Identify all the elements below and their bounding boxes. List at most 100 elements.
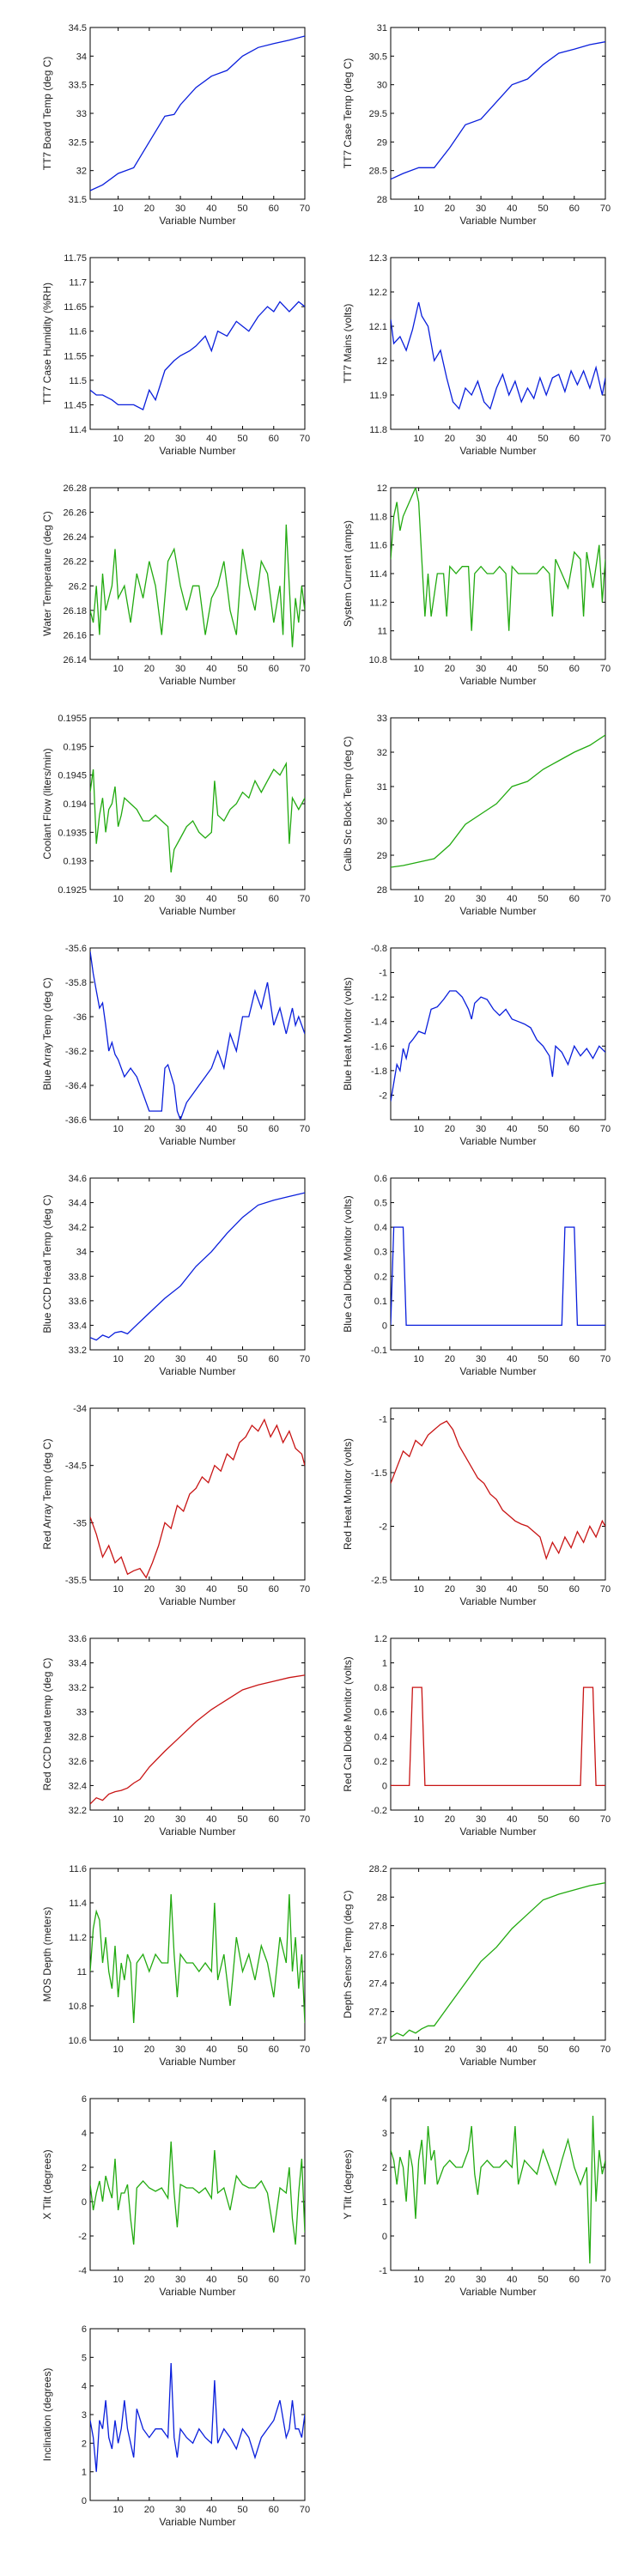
- x-tick-label: 60: [269, 664, 279, 674]
- y-tick-label: 33.2: [69, 1346, 87, 1356]
- x-tick-label: 60: [269, 2505, 279, 2515]
- x-axis-label: Variable Number: [459, 2056, 536, 2068]
- series-line: [90, 951, 305, 1120]
- y-tick-label: -36.4: [65, 1081, 87, 1091]
- x-tick-label: 20: [144, 434, 155, 444]
- y-tick-label: 29.5: [369, 109, 387, 119]
- plot-frame: [89, 487, 306, 660]
- y-axis-label: System Current (amps): [342, 520, 354, 627]
- y-tick-label: -2: [379, 1091, 387, 1101]
- y-axis-label: TT7 Case Humidity (%RH): [41, 283, 53, 404]
- x-tick-label: 70: [600, 664, 611, 674]
- x-tick-label: 20: [144, 2505, 155, 2515]
- x-tick-label: 20: [445, 2044, 455, 2055]
- y-tick-label: 0.1945: [58, 771, 87, 781]
- x-tick-label: 70: [600, 1354, 611, 1364]
- y-tick-label: -1: [379, 1415, 387, 1425]
- y-tick-label: 0.2: [374, 1757, 387, 1767]
- x-tick-label: 30: [175, 894, 185, 904]
- series-line: [391, 1420, 605, 1561]
- y-tick-label: 0.4: [374, 1223, 387, 1233]
- y-tick-label: 28: [377, 195, 387, 205]
- x-axis-label: Variable Number: [159, 445, 235, 457]
- x-tick-label: 20: [445, 894, 455, 904]
- x-tick-label: 10: [413, 204, 423, 214]
- y-tick-label: 11.8: [369, 512, 387, 522]
- x-tick-label: 60: [269, 204, 279, 214]
- x-tick-label: 20: [144, 1124, 155, 1134]
- y-tick-label: 26.14: [63, 655, 87, 665]
- series-line: [391, 1882, 605, 2038]
- x-tick-label: 50: [237, 434, 247, 444]
- y-tick-label: -1.2: [371, 993, 387, 1003]
- y-tick-label: 33.4: [69, 1659, 87, 1669]
- y-axis-label: X Tilt (degrees): [41, 2149, 53, 2219]
- y-tick-label: 31: [377, 23, 387, 33]
- plot-frame: [89, 2098, 306, 2271]
- y-tick-label: -35.6: [65, 944, 87, 954]
- y-tick-label: 27.2: [369, 2008, 387, 2018]
- y-tick-label: 11.45: [64, 400, 87, 410]
- y-tick-label: -36.6: [65, 1115, 87, 1126]
- y-tick-label: 33.5: [69, 81, 87, 91]
- y-tick-label: 0: [382, 2232, 387, 2242]
- x-tick-label: 60: [269, 1814, 279, 1825]
- x-axis-label: Variable Number: [159, 2056, 235, 2068]
- x-tick-label: 30: [175, 1124, 185, 1134]
- y-tick-label: 11.9: [369, 391, 387, 401]
- y-tick-label: 0: [382, 1321, 387, 1331]
- chart-panel: 10 20 30 40 50 60 70 11.8 11.9 12 12.1 12.2 12.3 Vari…: [342, 253, 611, 457]
- y-tick-label: 32.4: [69, 1781, 87, 1791]
- series-line: [391, 990, 605, 1102]
- x-tick-label: 40: [507, 2275, 517, 2285]
- y-tick-label: 0.4: [374, 1732, 387, 1742]
- x-tick-label: 60: [269, 2275, 279, 2285]
- x-tick-label: 30: [476, 1354, 486, 1364]
- plot-frame: [390, 257, 606, 430]
- y-tick-label: 0.2: [374, 1272, 387, 1282]
- y-tick-label: -4: [78, 2266, 87, 2276]
- x-tick-label: 40: [206, 2275, 216, 2285]
- y-tick-label: 11.75: [64, 253, 87, 264]
- x-tick-label: 60: [269, 1584, 279, 1595]
- series-line: [90, 35, 305, 191]
- x-tick-label: 70: [600, 1124, 611, 1134]
- y-tick-label: 3: [82, 2410, 87, 2421]
- y-axis-label: TT7 Mains (volts): [342, 304, 354, 384]
- y-tick-label: 0.8: [374, 1683, 387, 1693]
- y-tick-label: 33: [377, 714, 387, 724]
- x-tick-label: 50: [237, 894, 247, 904]
- y-tick-label: 26.28: [63, 483, 87, 494]
- plot-frame: [390, 1868, 606, 2041]
- series-line: [90, 761, 305, 873]
- y-tick-label: 11.4: [369, 569, 387, 580]
- series-line: [90, 2362, 305, 2472]
- y-tick-label: 4: [82, 2382, 87, 2392]
- plot-frame: [390, 487, 606, 660]
- y-tick-label: 11.6: [69, 327, 87, 337]
- x-tick-label: 10: [112, 1814, 123, 1825]
- x-tick-label: 60: [569, 1354, 580, 1364]
- y-tick-label: -0.8: [371, 944, 387, 954]
- x-tick-label: 40: [206, 1354, 216, 1364]
- chart-panel: 10 20 30 40 50 60 70 33.2 33.4 33.6 33.8 34 34.2 34.4…: [41, 1174, 310, 1377]
- y-tick-label: 26.16: [63, 630, 87, 641]
- x-tick-label: 10: [413, 1814, 423, 1825]
- series-line: [391, 41, 605, 180]
- x-tick-label: 40: [206, 894, 216, 904]
- y-tick-label: -1: [379, 2266, 387, 2276]
- x-tick-label: 30: [476, 1814, 486, 1825]
- y-tick-label: 2: [82, 2163, 87, 2173]
- y-tick-label: 1: [382, 2197, 387, 2208]
- x-tick-label: 20: [144, 664, 155, 674]
- x-tick-label: 50: [237, 204, 247, 214]
- y-tick-label: 0.5: [374, 1199, 387, 1209]
- series-line: [391, 734, 605, 868]
- y-axis-label: TT7 Case Temp (deg C): [342, 58, 354, 169]
- y-tick-label: 33.2: [69, 1683, 87, 1693]
- x-tick-label: 70: [300, 1354, 310, 1364]
- y-tick-label: 34: [76, 52, 87, 62]
- x-tick-label: 50: [538, 434, 548, 444]
- y-tick-label: 28: [377, 885, 387, 896]
